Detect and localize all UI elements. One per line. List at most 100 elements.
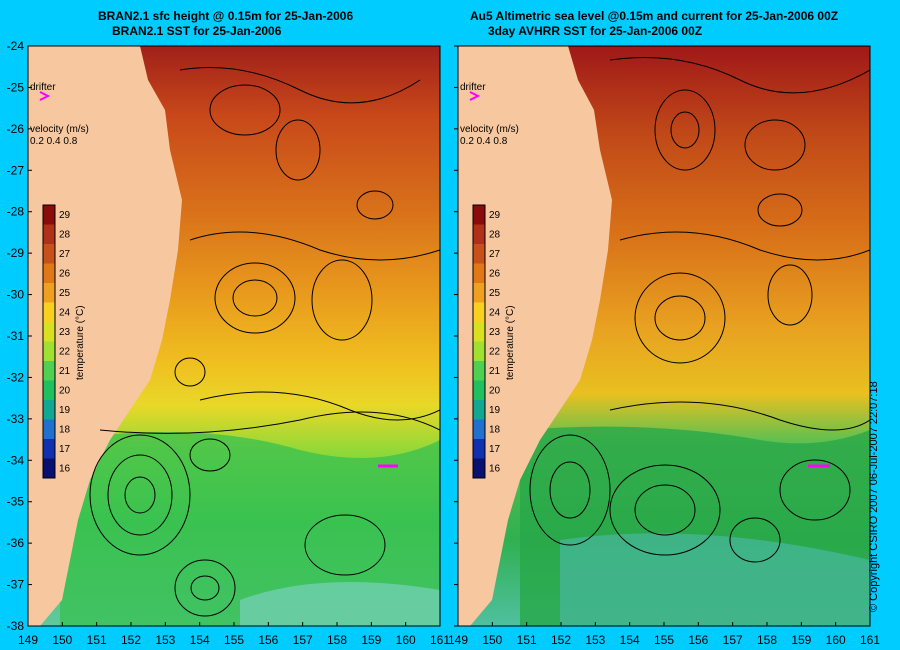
colorbar-swatch [43, 263, 55, 283]
colorbar-tick-label: 29 [59, 210, 71, 221]
colorbar-swatch [473, 224, 485, 244]
colorbar-tick-label: 16 [59, 464, 71, 475]
lon-tick-label: 161 [430, 633, 450, 647]
left-colorbar-label: temperature (°C) [75, 305, 86, 380]
lat-tick-label: -25 [7, 80, 25, 94]
lon-tick-label: 159 [361, 633, 381, 647]
lat-tick-label: -29 [7, 246, 25, 260]
left-colorbar: 29 28 27 26 25 24 23 22 21 20 19 18 17 16 [42, 204, 71, 479]
left-map-panel [28, 46, 440, 626]
right-velocity-label: velocity (m/s) [460, 124, 519, 135]
colorbar-swatch [43, 205, 55, 225]
lon-tick-label: 156 [688, 633, 708, 647]
lat-tick-label: -35 [7, 495, 25, 509]
left-velocity-scale: 0.2 0.4 0.8 [30, 136, 78, 147]
left-panel-title-line1: BRAN2.1 sfc height @ 0.15m for 25-Jan-20… [98, 9, 354, 23]
colorbar-swatch [43, 224, 55, 244]
lon-tick-label: 155 [654, 633, 674, 647]
lon-tick-label: 151 [517, 633, 537, 647]
copyright-notice: © Copyright CSIRO 2007 06-Jul-2007 22:07… [868, 381, 880, 612]
colorbar-swatch [43, 361, 55, 381]
colorbar-tick-label: 23 [59, 327, 71, 338]
colorbar-swatch [43, 400, 55, 420]
colorbar-swatch [43, 419, 55, 439]
lat-tick-label: -33 [7, 412, 25, 426]
lat-tick-label: -27 [7, 163, 25, 177]
lat-tick-label: -34 [7, 453, 25, 467]
lat-tick-label: -26 [7, 122, 25, 136]
lon-tick-label: 160 [396, 633, 416, 647]
right-drifter-label: drifter [460, 82, 486, 93]
right-longitude-tick-labels: 149 150 151 152 153 154 155 156 157 158 159 160 161 [448, 622, 880, 647]
colorbar-swatch [473, 302, 485, 322]
colorbar-swatch [43, 283, 55, 303]
right-colorbar-label: temperature (°C) [505, 305, 516, 380]
colorbar-tick-label: 29 [489, 210, 501, 221]
colorbar-swatch [473, 341, 485, 361]
colorbar-swatch [473, 244, 485, 264]
colorbar-tick-label: 20 [59, 386, 71, 397]
left-longitude-tick-labels: 149 150 151 152 153 154 155 156 157 158 159 160 161 [18, 622, 450, 647]
colorbar-swatch [473, 263, 485, 283]
lon-tick-label: 152 [121, 633, 141, 647]
colorbar-tick-label: 17 [59, 444, 71, 455]
colorbar-tick-label: 22 [59, 347, 71, 358]
colorbar-tick-label: 23 [489, 327, 501, 338]
colorbar-swatch [473, 361, 485, 381]
lat-tick-label: -24 [7, 39, 25, 53]
right-contours [529, 57, 870, 563]
colorbar-tick-label: 24 [59, 308, 71, 319]
colorbar-swatch [43, 244, 55, 264]
colorbar-tick-label: 21 [59, 366, 71, 377]
left-land [28, 46, 182, 626]
lon-tick-label: 158 [757, 633, 777, 647]
lat-tick-label: -30 [7, 288, 25, 302]
colorbar-tick-label: 18 [489, 425, 501, 436]
colorbar-swatch [43, 322, 55, 342]
lat-tick-label: -31 [7, 329, 25, 343]
colorbar-swatch [473, 205, 485, 225]
colorbar-tick-label: 18 [59, 425, 71, 436]
right-land [458, 46, 612, 626]
lon-tick-label: 150 [52, 633, 72, 647]
colorbar-tick-label: 26 [59, 269, 71, 280]
latitude-tick-labels: -24 -25 -26 -27 -28 -29 -30 -31 -32 -33 -34 -35 -36 -… [7, 39, 458, 633]
colorbar-tick-label: 26 [489, 269, 501, 280]
colorbar-tick-label: 28 [489, 230, 501, 241]
lon-tick-label: 155 [224, 633, 244, 647]
lon-tick-label: 151 [87, 633, 107, 647]
lon-tick-label: 152 [551, 633, 571, 647]
lon-tick-label: 159 [791, 633, 811, 647]
right-panel-title-line2: 3day AVHRR SST for 25-Jan-2006 00Z [488, 24, 703, 38]
colorbar-swatch [43, 458, 55, 478]
colorbar-tick-label: 17 [489, 444, 501, 455]
right-colorbar: 29 28 27 26 25 24 23 22 21 20 19 18 17 16 [472, 204, 501, 479]
left-drifter-label: drifter [30, 82, 56, 93]
lon-tick-label: 150 [482, 633, 502, 647]
left-contours [89, 67, 440, 617]
right-map-panel [458, 46, 870, 626]
right-drifter-icon [469, 91, 481, 101]
colorbar-tick-label: 19 [489, 405, 501, 416]
colorbar-swatch [43, 380, 55, 400]
colorbar-tick-label: 27 [489, 249, 501, 260]
colorbar-swatch [473, 283, 485, 303]
lon-tick-label: 149 [18, 633, 38, 647]
lon-tick-label: 157 [723, 633, 743, 647]
colorbar-swatch [43, 302, 55, 322]
lon-tick-label: 153 [155, 633, 175, 647]
lat-tick-label: -28 [7, 205, 25, 219]
colorbar-swatch [473, 322, 485, 342]
lon-tick-label: 156 [258, 633, 278, 647]
lon-tick-label: 161 [860, 633, 880, 647]
colorbar-tick-label: 25 [489, 288, 501, 299]
colorbar-swatch [43, 341, 55, 361]
colorbar-tick-label: 16 [489, 464, 501, 475]
lon-tick-label: 149 [448, 633, 468, 647]
colorbar-tick-label: 22 [489, 347, 501, 358]
left-panel-title-line2: BRAN2.1 SST for 25-Jan-2006 [112, 24, 282, 38]
colorbar-swatch [473, 380, 485, 400]
colorbar-tick-label: 28 [59, 230, 71, 241]
colorbar-swatch [473, 439, 485, 459]
colorbar-tick-label: 21 [489, 366, 501, 377]
